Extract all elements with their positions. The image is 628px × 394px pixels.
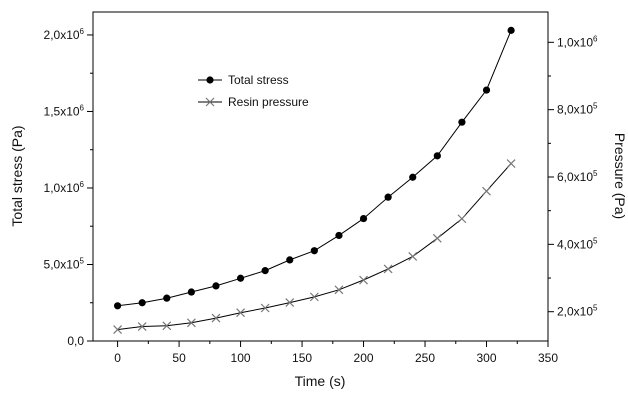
data-point [285,298,295,308]
series-line [117,30,512,307]
data-point [186,318,196,328]
data-point [482,86,491,94]
data-point [138,299,146,307]
y-axis-title-right: Pressure (Pa) [612,133,628,219]
data-point [359,275,368,285]
plot-frame [92,11,549,342]
data-point [432,233,442,243]
series-resin-pressure [113,159,516,334]
data-point [409,173,417,181]
data-point [163,294,171,302]
axis-ticks: 0 50 100 150 200 250 300 350 0,0 5,0x105 1,0x106 1,… [44,27,599,365]
y-right-tick-label: 1,0x106 [557,34,598,49]
data-point [309,292,319,302]
data-point [457,214,467,224]
data-point [113,302,122,310]
data-point [507,26,515,34]
y-right-tick-label: 2,0x105 [557,304,598,319]
data-point [359,214,368,223]
data-point [260,303,270,313]
y-left-tick-label: 2,0x106 [44,27,85,42]
y-left-tick-label: 5,0x105 [44,256,85,271]
data-point [458,118,466,126]
series-line [117,163,512,331]
x-tick-label: 150 [292,351,312,365]
legend: Total stress Resin pressure [198,73,309,109]
series-layer [113,26,516,334]
y-right-tick-label: 4,0x105 [557,236,598,251]
data-point [482,186,491,196]
data-point [334,285,344,295]
x-tick-label: 0 [114,351,121,365]
data-point [261,267,269,275]
x-tick-label: 200 [354,351,374,365]
y-axis-title-left: Total stress (Pa) [9,125,25,226]
x-tick-label: 250 [415,351,435,365]
data-point [187,288,195,296]
legend-label-total-stress: Total stress [228,73,289,87]
y-right-tick-label: 6,0x105 [557,169,598,184]
data-point [384,193,392,201]
x-tick-label: 350 [538,351,558,365]
data-point [286,256,294,264]
data-point [335,231,343,240]
data-point [162,321,172,331]
x-tick-label: 50 [172,351,186,365]
y-left-tick-label: 1,5x106 [44,103,85,118]
data-point [113,325,123,334]
legend-marker-x [205,97,215,107]
y-left-tick-label: 0,0 [67,334,84,348]
legend-marker-circle [206,76,214,84]
data-point [408,252,418,261]
data-point [236,308,245,318]
y-right-tick-label: 8,0x105 [557,102,598,117]
data-point [236,274,245,282]
data-point [433,152,441,160]
data-point [211,313,221,323]
data-point [506,159,516,168]
x-tick-label: 300 [476,351,496,365]
data-point [212,282,220,290]
legend-item-resin-pressure: Resin pressure [198,95,309,109]
y-left-tick-label: 1,0x106 [44,180,85,195]
data-point [137,322,147,331]
legend-label-resin-pressure: Resin pressure [228,95,309,109]
data-point [310,247,318,255]
series-total-stress [113,26,515,310]
legend-item-total-stress: Total stress [198,73,289,87]
x-tick-label: 100 [231,351,251,365]
data-point [383,264,393,274]
x-axis-title: Time (s) [295,373,346,389]
